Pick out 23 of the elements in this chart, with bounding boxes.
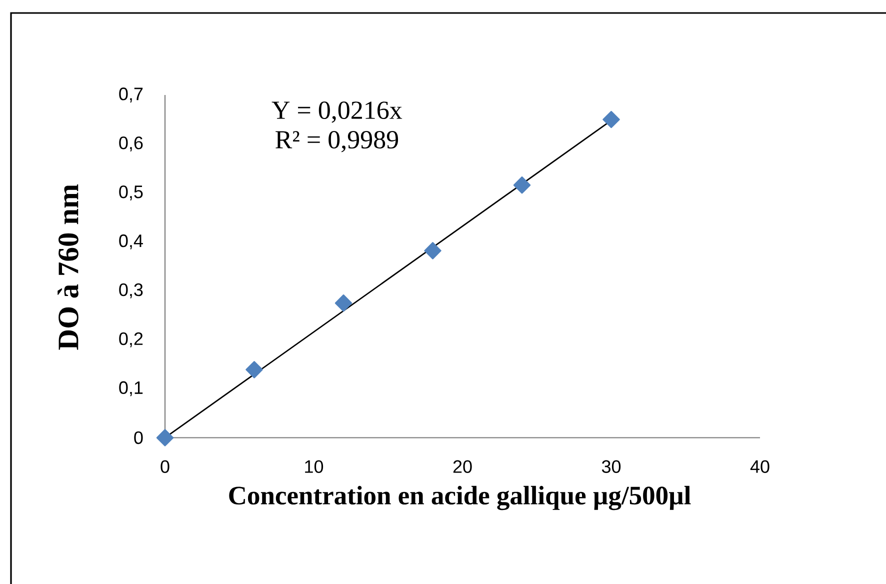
annotation: R² = 0,9989 [276, 130, 398, 152]
y-tick-label: 0,4 [119, 234, 143, 250]
point [602, 110, 620, 128]
y-tick-label: 0 [134, 431, 143, 444]
y-tick-label: 0,2 [119, 332, 143, 348]
x-tick-label: 30 [602, 460, 621, 473]
x-tick-label: 20 [453, 460, 472, 473]
y-tick-label: 0,7 [119, 88, 143, 102]
y-tick-label: 0,1 [119, 381, 143, 396]
x-tick-label: 40 [750, 460, 770, 473]
point [246, 361, 263, 378]
y-tick-label: 0,6 [119, 136, 143, 152]
point [334, 294, 352, 312]
point [424, 242, 442, 260]
x-tick-label: 0 [160, 460, 170, 473]
x-tick-label: 10 [305, 460, 324, 473]
x-axis-title: Concentration en acide gallique µg/500µl [229, 486, 691, 510]
y-tick-label: 0,5 [119, 185, 143, 200]
point [156, 429, 174, 446]
annotation: Y = 0,0216x [272, 101, 402, 123]
point [513, 176, 531, 194]
y-tick-label: 0,3 [119, 283, 143, 298]
y-axis-title: DO à 760 nm [58, 184, 78, 350]
